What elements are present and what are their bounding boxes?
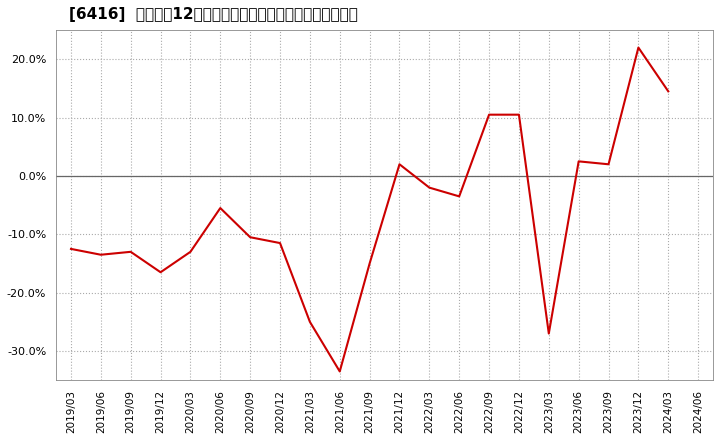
Text: [6416]  売上高の12か月移動合計の対前年同期増減率の推移: [6416] 売上高の12か月移動合計の対前年同期増減率の推移 (69, 7, 358, 22)
